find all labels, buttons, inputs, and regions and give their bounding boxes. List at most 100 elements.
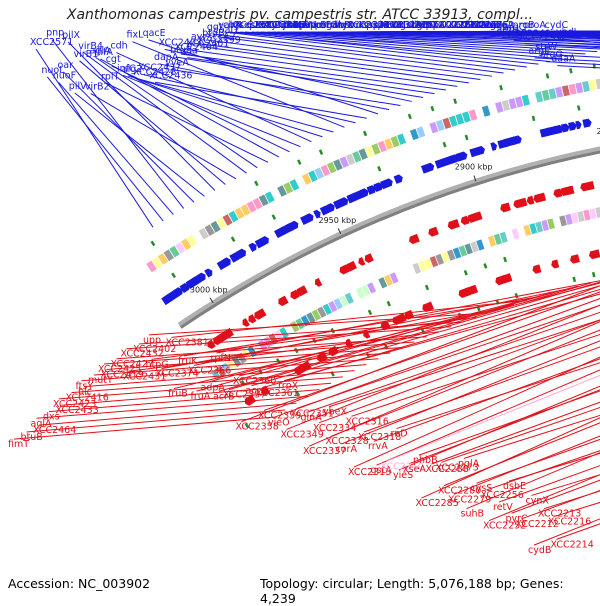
forward-cog-band-segment <box>213 225 218 228</box>
reverse-cog-band-segment <box>443 256 448 258</box>
forward-gene-label: yveA <box>165 57 189 68</box>
forward-cog-band-segment <box>249 205 254 208</box>
reverse-cog-band-segment <box>330 305 335 307</box>
reverse-cog-band-segment <box>309 317 314 320</box>
forward-gene-line <box>75 93 205 196</box>
forward-gene-line <box>181 54 446 90</box>
reverse-gene-arrow <box>346 261 357 272</box>
forward-cog-band-segment <box>399 138 405 140</box>
reverse-cog-band-segment <box>341 300 346 302</box>
forward-gene-label: cdh <box>110 41 127 52</box>
scale-label: 2950 kbp <box>319 216 357 225</box>
forward-cog-band-segment <box>231 215 236 218</box>
reverse-cog-band-segment <box>386 279 391 281</box>
reverse-gene-label: fruB <box>168 389 188 400</box>
forward-cog-band-segment <box>431 127 437 129</box>
forward-cog-band-segment <box>392 141 398 143</box>
forward-cog-band-segment <box>160 257 165 260</box>
forward-gene-arrow <box>421 163 434 174</box>
feature-tick <box>465 270 467 275</box>
reverse-cog-band-segment <box>336 303 341 305</box>
feature-tick <box>232 237 234 241</box>
forward-cog-band-segment <box>444 122 450 124</box>
forward-gene-label: oar <box>57 60 73 71</box>
reverse-gene-label: cydB <box>528 545 551 556</box>
reverse-cog-band-segment <box>495 238 500 240</box>
reverse-gene-line <box>207 286 578 382</box>
forward-cog-band-segment <box>457 118 463 120</box>
reverse-cog-band-segment <box>314 314 319 317</box>
reverse-cog-band-segment <box>466 248 471 250</box>
reverse-cog-band-segment <box>525 230 530 231</box>
reverse-cog-band-segment <box>414 267 419 269</box>
reverse-cog-band-segment <box>380 282 385 284</box>
forward-cog-band-segment <box>373 148 379 150</box>
reverse-cog-band-segment <box>590 213 595 214</box>
scale-label: 2850 kbp <box>597 127 600 136</box>
reverse-gene-label: XCC2316 <box>346 416 389 427</box>
forward-cog-band-segment <box>243 209 248 212</box>
reverse-gene-label: XCC2216 <box>548 517 591 528</box>
reverse-gene-arrow <box>278 296 288 306</box>
forward-gene-line <box>59 82 174 214</box>
feature-tick <box>516 293 518 298</box>
forward-cog-band-segment <box>536 96 542 97</box>
forward-cog-band-segment <box>516 101 522 103</box>
reverse-cog-band-segment <box>578 216 583 217</box>
reverse-gene-line <box>374 256 600 441</box>
reverse-cog-band-segment <box>369 287 374 289</box>
feature-tick <box>378 166 380 171</box>
forward-cog-band-segment <box>310 175 315 178</box>
feature-tick <box>574 277 575 282</box>
reverse-gene-line <box>287 262 600 429</box>
reverse-gene-label: XCC2366 <box>188 365 231 376</box>
genome-metadata-text: Topology: circular; Length: 5,076,188 bp… <box>260 576 600 606</box>
forward-cog-band-segment <box>583 86 589 87</box>
reverse-gene-label: vieO <box>268 417 290 428</box>
reverse-cog-band-segment <box>347 297 352 299</box>
reverse-cog-band-segment <box>478 244 483 246</box>
feature-tick <box>466 135 468 140</box>
reverse-gene-arrow <box>570 254 580 263</box>
reverse-cog-band-segment <box>537 226 542 227</box>
forward-cog-band-segment <box>348 158 354 160</box>
forward-cog-band-segment <box>470 114 476 116</box>
reverse-gene-arrow <box>297 285 308 296</box>
reverse-gene-arrow <box>448 219 460 230</box>
reverse-cog-band-segment <box>455 252 460 254</box>
scale-label: 2900 kbp <box>455 163 493 172</box>
forward-cog-band-segment <box>342 161 348 163</box>
forward-cog-band-segment <box>279 190 284 193</box>
forward-gene-arrow <box>568 122 577 131</box>
reverse-cog-band-segment <box>513 233 518 235</box>
forward-gene-label: ybdL <box>556 27 580 38</box>
forward-cog-band-segment <box>219 222 224 225</box>
reverse-cog-band-segment <box>531 228 536 229</box>
forward-cog-band-segment <box>438 125 444 127</box>
feature-tick <box>504 257 506 262</box>
reverse-gene-arrow <box>500 203 511 213</box>
forward-cog-band-segment <box>189 239 194 242</box>
forward-cog-band-segment <box>178 246 183 249</box>
feature-tick <box>432 106 434 111</box>
forward-cog-band-segment <box>556 92 562 93</box>
forward-cog-band-segment <box>207 229 212 232</box>
forward-cog-band-segment <box>412 133 418 135</box>
accession-text: Accession: NC_003902 <box>8 576 150 591</box>
forward-cog-band-segment <box>510 103 516 105</box>
forward-cog-band-segment <box>237 212 242 215</box>
forward-cog-band-segment <box>550 93 556 94</box>
forward-gene-label: fixL <box>126 30 144 41</box>
feature-tick <box>369 310 371 315</box>
forward-cog-band-segment <box>155 261 160 264</box>
forward-gene-arrow <box>575 121 581 129</box>
reverse-cog-band-segment <box>426 263 431 265</box>
forward-gene-arrow <box>248 243 256 252</box>
reverse-cog-band-segment <box>420 265 425 267</box>
forward-cog-band-segment <box>172 250 177 253</box>
forward-cog-band-segment <box>597 83 600 84</box>
forward-cog-band-segment <box>576 87 582 88</box>
reverse-cog-band-segment <box>472 246 477 248</box>
feature-tick <box>273 215 275 219</box>
